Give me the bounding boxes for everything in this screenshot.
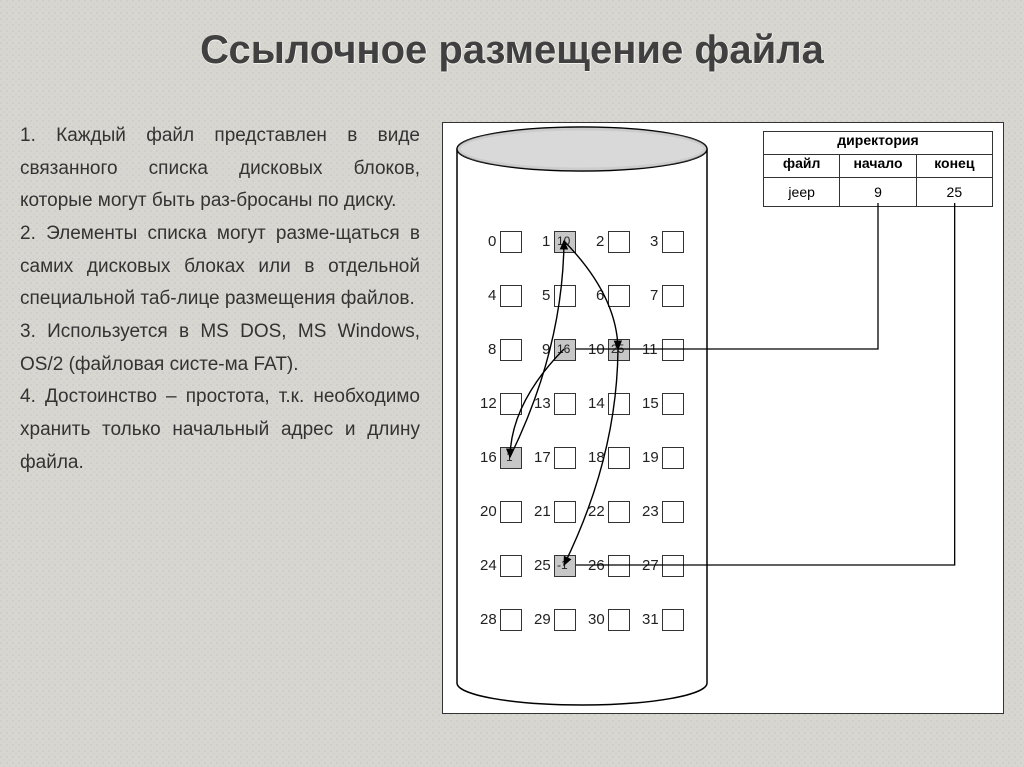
block-label-6: 6: [596, 287, 604, 304]
block-box-27: [662, 555, 684, 577]
block-label-15: 15: [642, 395, 659, 412]
para-4: 4. Достоинство – простота, т.к. необходи…: [20, 381, 420, 479]
block-label-23: 23: [642, 503, 659, 520]
block-box-15: [662, 393, 684, 415]
block-box-14: [608, 393, 630, 415]
block-label-14: 14: [588, 395, 605, 412]
linked-allocation-diagram: 0110234567891610251112131415161171819202…: [442, 122, 1004, 714]
block-label-26: 26: [588, 557, 605, 574]
block-box-4: [500, 285, 522, 307]
directory-table: директория файл начало конец jeep 9 25: [763, 131, 993, 207]
block-box-26: [608, 555, 630, 577]
block-box-2: [608, 231, 630, 253]
block-label-4: 4: [488, 287, 496, 304]
block-label-30: 30: [588, 611, 605, 628]
block-label-31: 31: [642, 611, 659, 628]
block-box-30: [608, 609, 630, 631]
block-label-19: 19: [642, 449, 659, 466]
block-label-28: 28: [480, 611, 497, 628]
para-2: 2. Элементы списка могут разме-щаться в …: [20, 218, 420, 316]
block-box-6: [608, 285, 630, 307]
block-label-7: 7: [650, 287, 658, 304]
block-box-11: [662, 339, 684, 361]
block-box-24: [500, 555, 522, 577]
block-box-20: [500, 501, 522, 523]
block-label-24: 24: [480, 557, 497, 574]
block-label-17: 17: [534, 449, 551, 466]
block-value-10: 25: [611, 342, 624, 356]
block-label-16: 16: [480, 449, 497, 466]
dir-v-file: jeep: [763, 178, 840, 207]
block-label-12: 12: [480, 395, 497, 412]
block-box-28: [500, 609, 522, 631]
block-label-5: 5: [542, 287, 550, 304]
block-box-31: [662, 609, 684, 631]
block-label-8: 8: [488, 341, 496, 358]
dir-v-end: 25: [917, 178, 993, 207]
description-text: 1. Каждый файл представлен в виде связан…: [20, 120, 420, 479]
block-label-9: 9: [542, 341, 550, 358]
dir-v-start: 9: [840, 178, 916, 207]
block-label-13: 13: [534, 395, 551, 412]
block-label-0: 0: [488, 233, 496, 250]
block-label-2: 2: [596, 233, 604, 250]
block-label-25: 25: [534, 557, 551, 574]
para-1: 1. Каждый файл представлен в виде связан…: [20, 120, 420, 218]
block-label-20: 20: [480, 503, 497, 520]
block-label-22: 22: [588, 503, 605, 520]
dir-h-start: начало: [840, 154, 916, 178]
block-box-18: [608, 447, 630, 469]
block-box-19: [662, 447, 684, 469]
block-box-0: [500, 231, 522, 253]
block-box-21: [554, 501, 576, 523]
block-box-29: [554, 609, 576, 631]
block-value-9: 16: [557, 342, 570, 356]
block-box-5: [554, 285, 576, 307]
block-box-17: [554, 447, 576, 469]
block-box-23: [662, 501, 684, 523]
block-label-18: 18: [588, 449, 605, 466]
block-box-13: [554, 393, 576, 415]
directory-title: директория: [763, 131, 993, 154]
block-box-7: [662, 285, 684, 307]
block-label-21: 21: [534, 503, 551, 520]
block-box-8: [500, 339, 522, 361]
block-box-12: [500, 393, 522, 415]
dir-h-file: файл: [763, 154, 840, 178]
block-label-11: 11: [642, 341, 658, 358]
page-title: Ссылочное размещение файла: [0, 0, 1024, 73]
block-box-22: [608, 501, 630, 523]
block-label-27: 27: [642, 557, 659, 574]
block-value-25: -1: [557, 558, 568, 572]
dir-h-end: конец: [917, 154, 993, 178]
block-label-3: 3: [650, 233, 658, 250]
block-label-29: 29: [534, 611, 551, 628]
block-box-3: [662, 231, 684, 253]
block-value-1: 10: [557, 234, 570, 248]
block-value-16: 1: [506, 450, 513, 464]
block-label-1: 1: [542, 233, 550, 250]
block-label-10: 10: [588, 341, 605, 358]
para-3: 3. Используется в MS DOS, MS Windows, OS…: [20, 316, 420, 381]
